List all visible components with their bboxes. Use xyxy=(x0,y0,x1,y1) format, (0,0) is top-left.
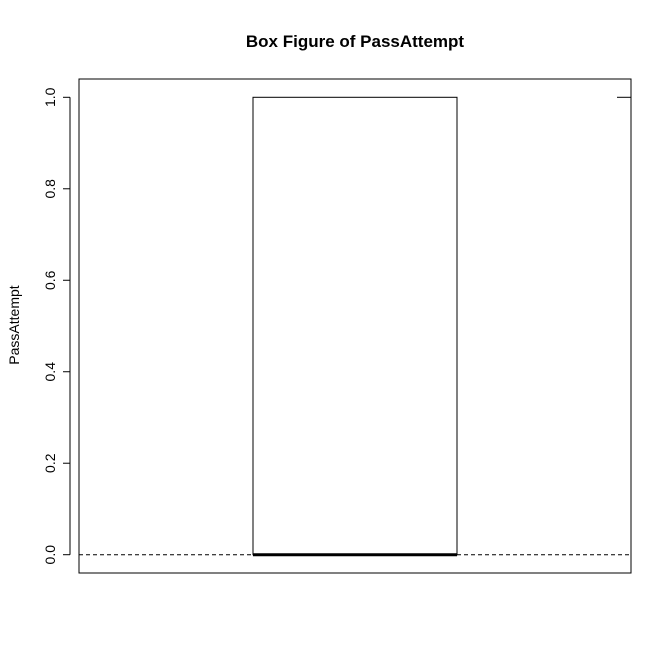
chart-title: Box Figure of PassAttempt xyxy=(246,32,465,51)
y-axis: 0.0 0.2 0.4 0.6 0.8 1.0 xyxy=(42,87,71,565)
y-tick-label: 0.2 xyxy=(42,453,58,473)
y-tick-label: 0.0 xyxy=(42,545,58,565)
plot-frame xyxy=(78,78,632,574)
y-tick-label: 0.6 xyxy=(42,270,58,290)
y-tick-label: 0.4 xyxy=(42,362,58,382)
y-tick-label: 0.8 xyxy=(42,179,58,199)
box-iqr xyxy=(252,96,458,556)
y-tick-label: 1.0 xyxy=(42,87,58,107)
y-axis-label: PassAttempt xyxy=(6,285,22,364)
box-group xyxy=(79,96,631,557)
